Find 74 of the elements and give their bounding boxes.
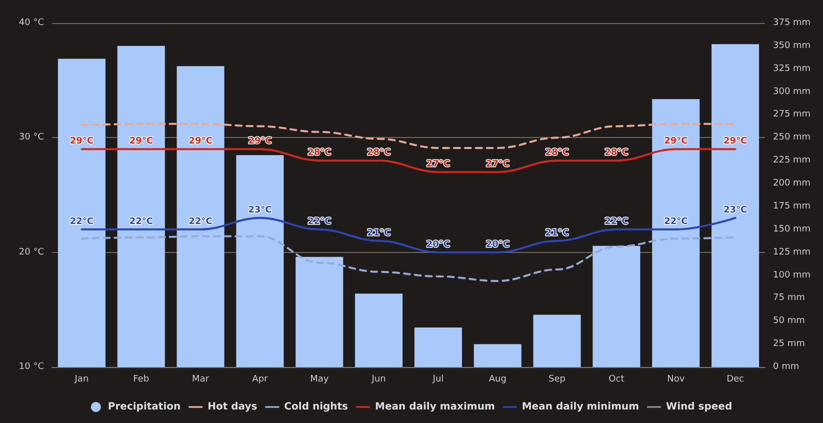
x-tick-label: Jul	[432, 374, 444, 384]
data-label: 29°C	[723, 136, 748, 147]
x-tick-label: Mar	[192, 374, 210, 384]
y2-tick-label: 300 mm	[773, 86, 811, 97]
bar	[712, 44, 760, 367]
x-tick-label: Jun	[370, 374, 386, 384]
y2-tick-label: 350 mm	[773, 40, 811, 51]
y2-tick-label: 375 mm	[773, 18, 811, 28]
x-tick-label: May	[310, 374, 330, 384]
bar	[176, 66, 224, 367]
data-label: 22°C	[188, 216, 213, 227]
y2-tick-label: 75 mm	[773, 293, 805, 304]
y-tick-label: 40 °C	[18, 18, 44, 28]
data-label: 27°C	[426, 160, 450, 170]
legend-label: Cold nights	[284, 402, 348, 412]
x-tick-label: Dec	[726, 374, 744, 384]
y-tick-label: 30 °C	[18, 132, 44, 143]
bar	[414, 328, 462, 367]
bar	[236, 155, 284, 367]
x-tick-label: Sep	[548, 374, 566, 384]
y2-tick-label: 275 mm	[773, 110, 811, 120]
legend-label: Wind speed	[666, 402, 732, 412]
data-label: 21°C	[545, 228, 570, 238]
bar	[533, 314, 581, 367]
legend-label: Mean daily minimum	[522, 402, 640, 412]
data-label: 28°C	[366, 148, 391, 158]
y2-tick-label: 125 mm	[773, 247, 811, 258]
x-tick-label: Nov	[667, 374, 686, 384]
data-label: 22°C	[604, 216, 629, 227]
y2-tick-label: 175 mm	[773, 201, 811, 212]
data-label: 28°C	[308, 148, 332, 158]
data-label: 23°C	[248, 205, 272, 216]
x-tick-label: Oct	[608, 374, 625, 384]
data-label: 28°C	[545, 148, 570, 158]
y-tick-label: 20 °C	[18, 247, 44, 258]
y2-tick-label: 0 mm	[773, 362, 800, 372]
y2-tick-label: 150 mm	[773, 224, 811, 234]
data-label: 21°C	[366, 228, 391, 238]
y2-tick-label: 200 mm	[773, 178, 811, 189]
data-label: 29°C	[248, 136, 272, 147]
legend-label: Precipitation	[108, 402, 181, 412]
bar	[296, 256, 344, 367]
y2-tick-label: 250 mm	[773, 132, 811, 143]
y2-tick-label: 25 mm	[773, 339, 805, 350]
y-tick-label: 10 °C	[18, 362, 44, 372]
x-tick-label: Feb	[133, 374, 150, 384]
bar	[592, 246, 640, 367]
bar	[355, 294, 403, 367]
data-label: 29°C	[664, 136, 688, 147]
data-label: 23°C	[723, 205, 748, 216]
legend-label: Mean daily maximum	[375, 402, 495, 412]
data-label: 22°C	[308, 216, 332, 227]
x-tick-label: Jan	[74, 374, 89, 384]
legend-label: Hot days	[208, 402, 258, 412]
data-label: 29°C	[188, 136, 213, 147]
data-label: 29°C	[70, 136, 94, 147]
data-label: 22°C	[70, 216, 94, 227]
data-label: 20°C	[486, 240, 510, 250]
y2-tick-label: 100 mm	[773, 270, 811, 280]
y2-tick-label: 325 mm	[773, 64, 811, 74]
x-tick-label: Apr	[252, 374, 268, 384]
bar	[58, 58, 106, 367]
data-label: 29°C	[129, 136, 154, 147]
data-label: 22°C	[129, 216, 154, 227]
y2-tick-label: 225 mm	[773, 156, 811, 166]
bar	[652, 99, 700, 367]
bar	[117, 46, 165, 367]
x-tick-label: Aug	[488, 374, 506, 384]
data-label: 20°C	[426, 240, 450, 250]
data-label: 22°C	[664, 216, 688, 227]
data-label: 27°C	[486, 160, 510, 170]
data-label: 28°C	[604, 148, 629, 158]
y2-tick-label: 50 mm	[773, 316, 805, 326]
bar	[474, 344, 522, 367]
